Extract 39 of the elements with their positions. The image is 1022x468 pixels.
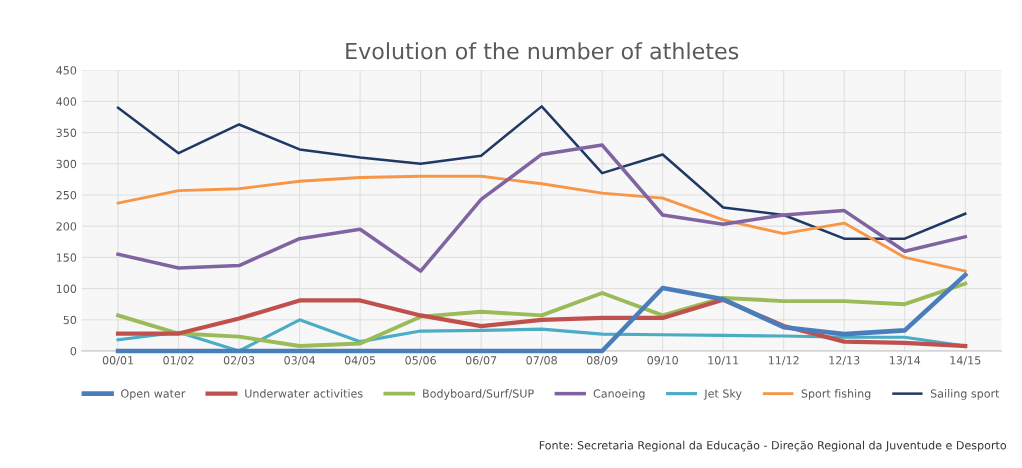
x-tick-label: 01/02: [163, 356, 194, 366]
x-tick-label: 14/15: [950, 356, 981, 366]
y-tick-label: 250: [56, 190, 77, 200]
line-series: [116, 174, 967, 273]
legend-label: Canoeing: [593, 389, 645, 400]
line-series: [116, 105, 967, 240]
y-tick-label: 450: [56, 66, 77, 75]
y-tick-label: 50: [63, 315, 77, 325]
legend-label: Sport fishing: [801, 389, 871, 400]
y-tick-label: 200: [56, 222, 77, 231]
chart-title: Evolution of the number of athletes: [346, 42, 739, 60]
x-tick-label: 03/04: [284, 356, 315, 366]
x-tick-label: 12/13: [829, 356, 860, 366]
x-tick-label: 04/05: [344, 356, 376, 366]
x-tick-label: 07/08: [526, 356, 557, 366]
x-tick-label: 09/10: [647, 356, 678, 366]
x-tick-label: 10/11: [708, 356, 739, 366]
y-tick-label: 100: [56, 284, 77, 293]
source-note: Fonte: Secretaria Regional da Educação - Direção Regional da Juventude e Desporto: [539, 440, 1007, 452]
y-tick-label: 300: [56, 159, 77, 169]
x-tick-label: 08/09: [586, 356, 618, 366]
x-tick-label: 02/03: [223, 356, 255, 366]
x-tick-label: 13/14: [889, 356, 921, 366]
y-tick-label: 0: [70, 346, 77, 356]
line-series: [115, 272, 968, 354]
legend-label: Bodyboard/Surf/SUP: [423, 389, 534, 400]
y-tick-label: 400: [56, 97, 77, 106]
legend-label: Sailing sport: [930, 389, 1000, 400]
y-tick-label: 350: [56, 128, 77, 137]
x-tick-label: 05/06: [405, 356, 436, 366]
x-tick-label: 06/07: [465, 356, 497, 366]
legend-label: Underwater activities: [245, 389, 363, 398]
y-tick-label: 150: [56, 253, 77, 262]
line-series: [116, 143, 968, 273]
x-tick-label: 11/12: [768, 356, 799, 366]
x-tick-label: 00/01: [102, 356, 134, 366]
line-series: [116, 281, 968, 348]
legend-label: Jet Sky: [703, 389, 742, 400]
legend-label: Open water: [121, 389, 186, 400]
